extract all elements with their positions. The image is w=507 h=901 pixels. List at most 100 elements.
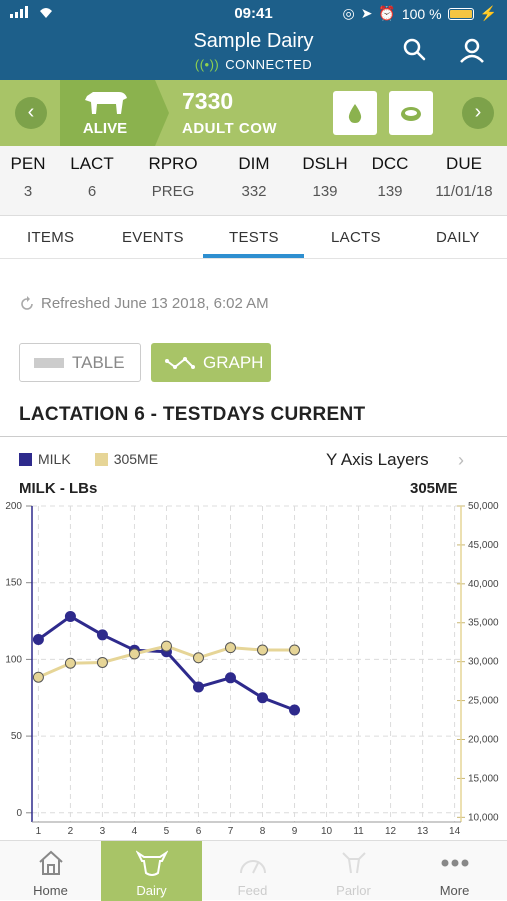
table-view-button[interactable]: TABLE — [19, 343, 141, 382]
nav-dairy[interactable]: Dairy — [101, 841, 202, 901]
previous-animal-button[interactable]: ‹ — [15, 97, 47, 129]
tab-bar: ITEMS EVENTS TESTS LACTS DAILY — [0, 217, 507, 259]
y-right-tick-label: 35,000 — [468, 618, 499, 629]
data-point-milk — [192, 681, 204, 693]
y-right-tick-label: 10,000 — [468, 812, 499, 823]
tab-lacts[interactable]: LACTS — [331, 229, 381, 246]
graph-view-button[interactable]: GRAPH — [151, 343, 271, 382]
x-tick-label: 5 — [164, 826, 170, 837]
y-right-tick-label: 45,000 — [468, 540, 499, 551]
search-icon[interactable] — [403, 38, 427, 67]
nav-more-label: More — [439, 883, 470, 898]
refresh-icon — [21, 295, 33, 310]
tab-daily[interactable]: DAILY — [436, 229, 480, 246]
stat-value: 11/01/18 — [435, 183, 493, 200]
y-axis-left-title: MILK - LBs — [19, 480, 98, 497]
x-tick-label: 14 — [449, 826, 461, 837]
stat-pen: PEN 3 — [0, 154, 63, 200]
x-tick-label: 13 — [417, 826, 429, 837]
table-label: TABLE — [72, 352, 125, 372]
stat-dcc: DCC 139 — [355, 154, 425, 200]
data-point-milk — [64, 610, 76, 622]
status-bar: 09:41 ◎ ➤ ⏰ 100 % ⚡ — [0, 0, 507, 26]
nav-home[interactable]: Home — [0, 841, 101, 901]
active-tab-indicator — [203, 254, 304, 258]
tab-tests[interactable]: TESTS — [229, 229, 279, 246]
x-tick-label: 6 — [196, 826, 202, 837]
animal-number: 7330 — [182, 88, 234, 114]
tab-items[interactable]: ITEMS — [27, 229, 75, 246]
nav-dairy-label: Dairy — [136, 883, 167, 898]
nav-home-label: Home — [33, 883, 68, 898]
data-point-305me — [192, 652, 204, 664]
nav-more[interactable]: More — [404, 841, 505, 901]
data-point-305me — [289, 644, 301, 656]
stat-value: 139 — [312, 183, 338, 200]
wifi-icon — [40, 8, 52, 18]
y-axis-right-title: 305ME — [410, 480, 458, 497]
data-point-305me — [257, 644, 269, 656]
user-icon[interactable] — [459, 38, 485, 69]
data-point-milk — [96, 629, 108, 641]
stat-value: 6 — [87, 183, 97, 200]
more-icon — [441, 859, 468, 867]
animal-status-box — [60, 80, 155, 146]
graph-label: GRAPH — [203, 352, 264, 372]
cow-icon — [85, 92, 127, 114]
refresh-status[interactable]: Refreshed June 13 2018, 6:02 AM — [19, 295, 269, 312]
alarm-icon: ⏰ — [378, 5, 396, 21]
charging-icon: ⚡ — [479, 5, 497, 21]
parlor-icon — [341, 852, 366, 874]
test-chart: 1 2 3 4 5 6 7 8 9 10 11 12 13 1405010015020010,00015,… — [5, 501, 499, 837]
nav-feed-label: Feed — [237, 883, 268, 898]
x-tick-label: 12 — [385, 826, 397, 837]
legend-label-milk: MILK — [38, 451, 71, 467]
next-animal-button[interactable]: › — [462, 97, 494, 129]
cow-icon — [135, 850, 168, 876]
signal-icon — [10, 6, 28, 18]
broadcast-icon: ((•)) — [194, 57, 220, 72]
y-left-tick-label: 200 — [5, 501, 22, 512]
x-tick-label: 11 — [353, 826, 364, 837]
data-point-milk — [257, 692, 269, 704]
nav-parlor-label: Parlor — [336, 883, 371, 898]
stat-dim: DIM 332 — [219, 154, 289, 200]
stat-label: PEN — [10, 154, 46, 173]
stat-label: RPRO — [148, 154, 198, 173]
stat-label: DIM — [238, 154, 270, 173]
stat-due: DUE 11/01/18 — [429, 154, 499, 200]
drop-icon — [348, 104, 362, 123]
page-title: Sample Dairy — [193, 30, 314, 52]
nav-parlor[interactable]: Parlor — [303, 841, 404, 901]
y-right-tick-label: 20,000 — [468, 734, 499, 745]
feed-ration-button[interactable] — [389, 91, 433, 135]
x-tick-label: 4 — [132, 826, 138, 837]
animal-banner: ‹ ALIVE 7330 ADULT COW › — [0, 80, 507, 146]
stat-value: 3 — [23, 183, 33, 200]
y-right-tick-label: 30,000 — [468, 657, 499, 668]
nav-feed[interactable]: Feed — [202, 841, 303, 901]
data-point-305me — [96, 656, 108, 668]
data-point-305me — [32, 671, 44, 683]
refresh-text: Refreshed June 13 2018, 6:02 AM — [41, 295, 269, 312]
stat-lact: LACT 6 — [57, 154, 127, 200]
y-axis-layers-button[interactable]: Y Axis Layers — [326, 450, 429, 469]
tab-events[interactable]: EVENTS — [122, 229, 184, 246]
milk-drop-button[interactable] — [333, 91, 377, 135]
x-tick-label: 1 — [36, 826, 42, 837]
location-icon: ➤ — [360, 5, 373, 21]
legend-swatch-milk — [19, 452, 32, 466]
chevron-right-icon[interactable]: › — [458, 450, 464, 470]
data-point-305me — [224, 642, 236, 654]
x-tick-label: 9 — [292, 826, 298, 837]
stat-label: DSLH — [302, 154, 348, 173]
data-point-milk — [32, 633, 44, 645]
chart-legend: MILK 305ME — [19, 451, 158, 467]
stat-dslh: DSLH 139 — [290, 154, 360, 200]
signal-wifi — [10, 6, 54, 18]
stat-value: 139 — [377, 183, 403, 200]
app-header: 09:41 ◎ ➤ ⏰ 100 % ⚡ Sample Dairy ((•)) CO… — [0, 0, 507, 80]
stat-label: DCC — [371, 154, 409, 173]
graph-icon — [165, 356, 195, 369]
animal-type: ADULT COW — [182, 120, 278, 137]
